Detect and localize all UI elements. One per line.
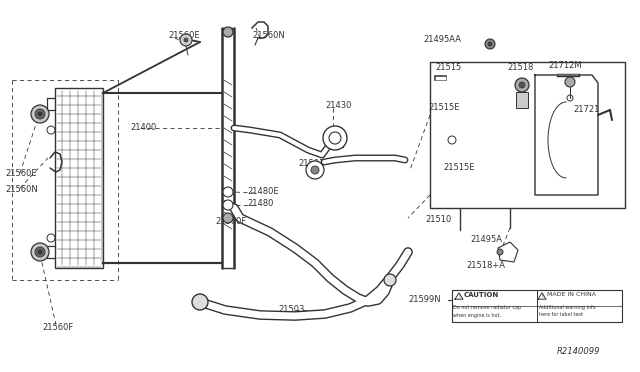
Text: 21560E: 21560E [5, 169, 36, 177]
Bar [328, 130, 343, 147]
Circle shape [38, 112, 42, 116]
Text: 21430: 21430 [325, 100, 351, 109]
Circle shape [223, 187, 233, 197]
Text: 21480E: 21480E [247, 187, 278, 196]
Circle shape [35, 109, 45, 119]
Text: !: ! [458, 294, 460, 298]
Circle shape [35, 247, 45, 257]
Circle shape [519, 82, 525, 88]
Text: 21560N: 21560N [5, 185, 38, 193]
Text: !: ! [541, 294, 543, 298]
Text: 21495AA: 21495AA [423, 35, 461, 45]
Text: 21495A: 21495A [470, 235, 502, 244]
Polygon shape [498, 242, 518, 262]
Bar [55, 88, 103, 268]
Circle shape [565, 77, 575, 87]
Text: CAUTION: CAUTION [464, 292, 499, 298]
Circle shape [31, 243, 49, 261]
Text: 21518: 21518 [507, 64, 533, 73]
Text: 21501: 21501 [298, 158, 324, 167]
Circle shape [488, 42, 492, 46]
Circle shape [485, 39, 495, 49]
Text: 21712M: 21712M [548, 61, 582, 70]
Text: 21560N: 21560N [252, 32, 285, 41]
Bar [430, 62, 625, 208]
Text: 21400: 21400 [130, 124, 156, 132]
Text: 21599N: 21599N [408, 295, 440, 305]
Text: 21560F: 21560F [215, 218, 246, 227]
Circle shape [223, 27, 233, 37]
Circle shape [192, 294, 208, 310]
Circle shape [515, 78, 529, 92]
Text: 21560F: 21560F [42, 324, 73, 333]
Bar [452, 290, 622, 322]
Text: 21503: 21503 [278, 305, 305, 314]
Circle shape [184, 38, 188, 42]
Circle shape [223, 200, 233, 210]
Circle shape [180, 34, 192, 46]
Text: 21518+A: 21518+A [466, 262, 505, 270]
Circle shape [306, 161, 324, 179]
Circle shape [323, 126, 347, 150]
Text: 21515: 21515 [435, 64, 461, 73]
Text: 21510: 21510 [425, 215, 451, 224]
Text: 21560E: 21560E [168, 32, 200, 41]
Circle shape [311, 166, 319, 174]
Circle shape [31, 105, 49, 123]
Text: 21515E: 21515E [428, 103, 460, 112]
Text: when engine is hot.: when engine is hot. [453, 312, 501, 317]
Text: R2140099: R2140099 [557, 347, 600, 356]
Text: here for label text: here for label text [539, 312, 583, 317]
Text: MADE IN CHINA: MADE IN CHINA [547, 292, 596, 298]
Bar [516, 92, 528, 108]
Text: 21515E: 21515E [443, 164, 474, 173]
Text: 21480: 21480 [247, 199, 273, 208]
Circle shape [384, 274, 396, 286]
Text: 21721: 21721 [573, 106, 600, 115]
Circle shape [497, 249, 503, 255]
Text: Additional warning info: Additional warning info [539, 305, 596, 311]
Circle shape [223, 213, 233, 223]
Circle shape [38, 250, 42, 254]
Text: Do not remove radiator cap: Do not remove radiator cap [453, 305, 521, 311]
